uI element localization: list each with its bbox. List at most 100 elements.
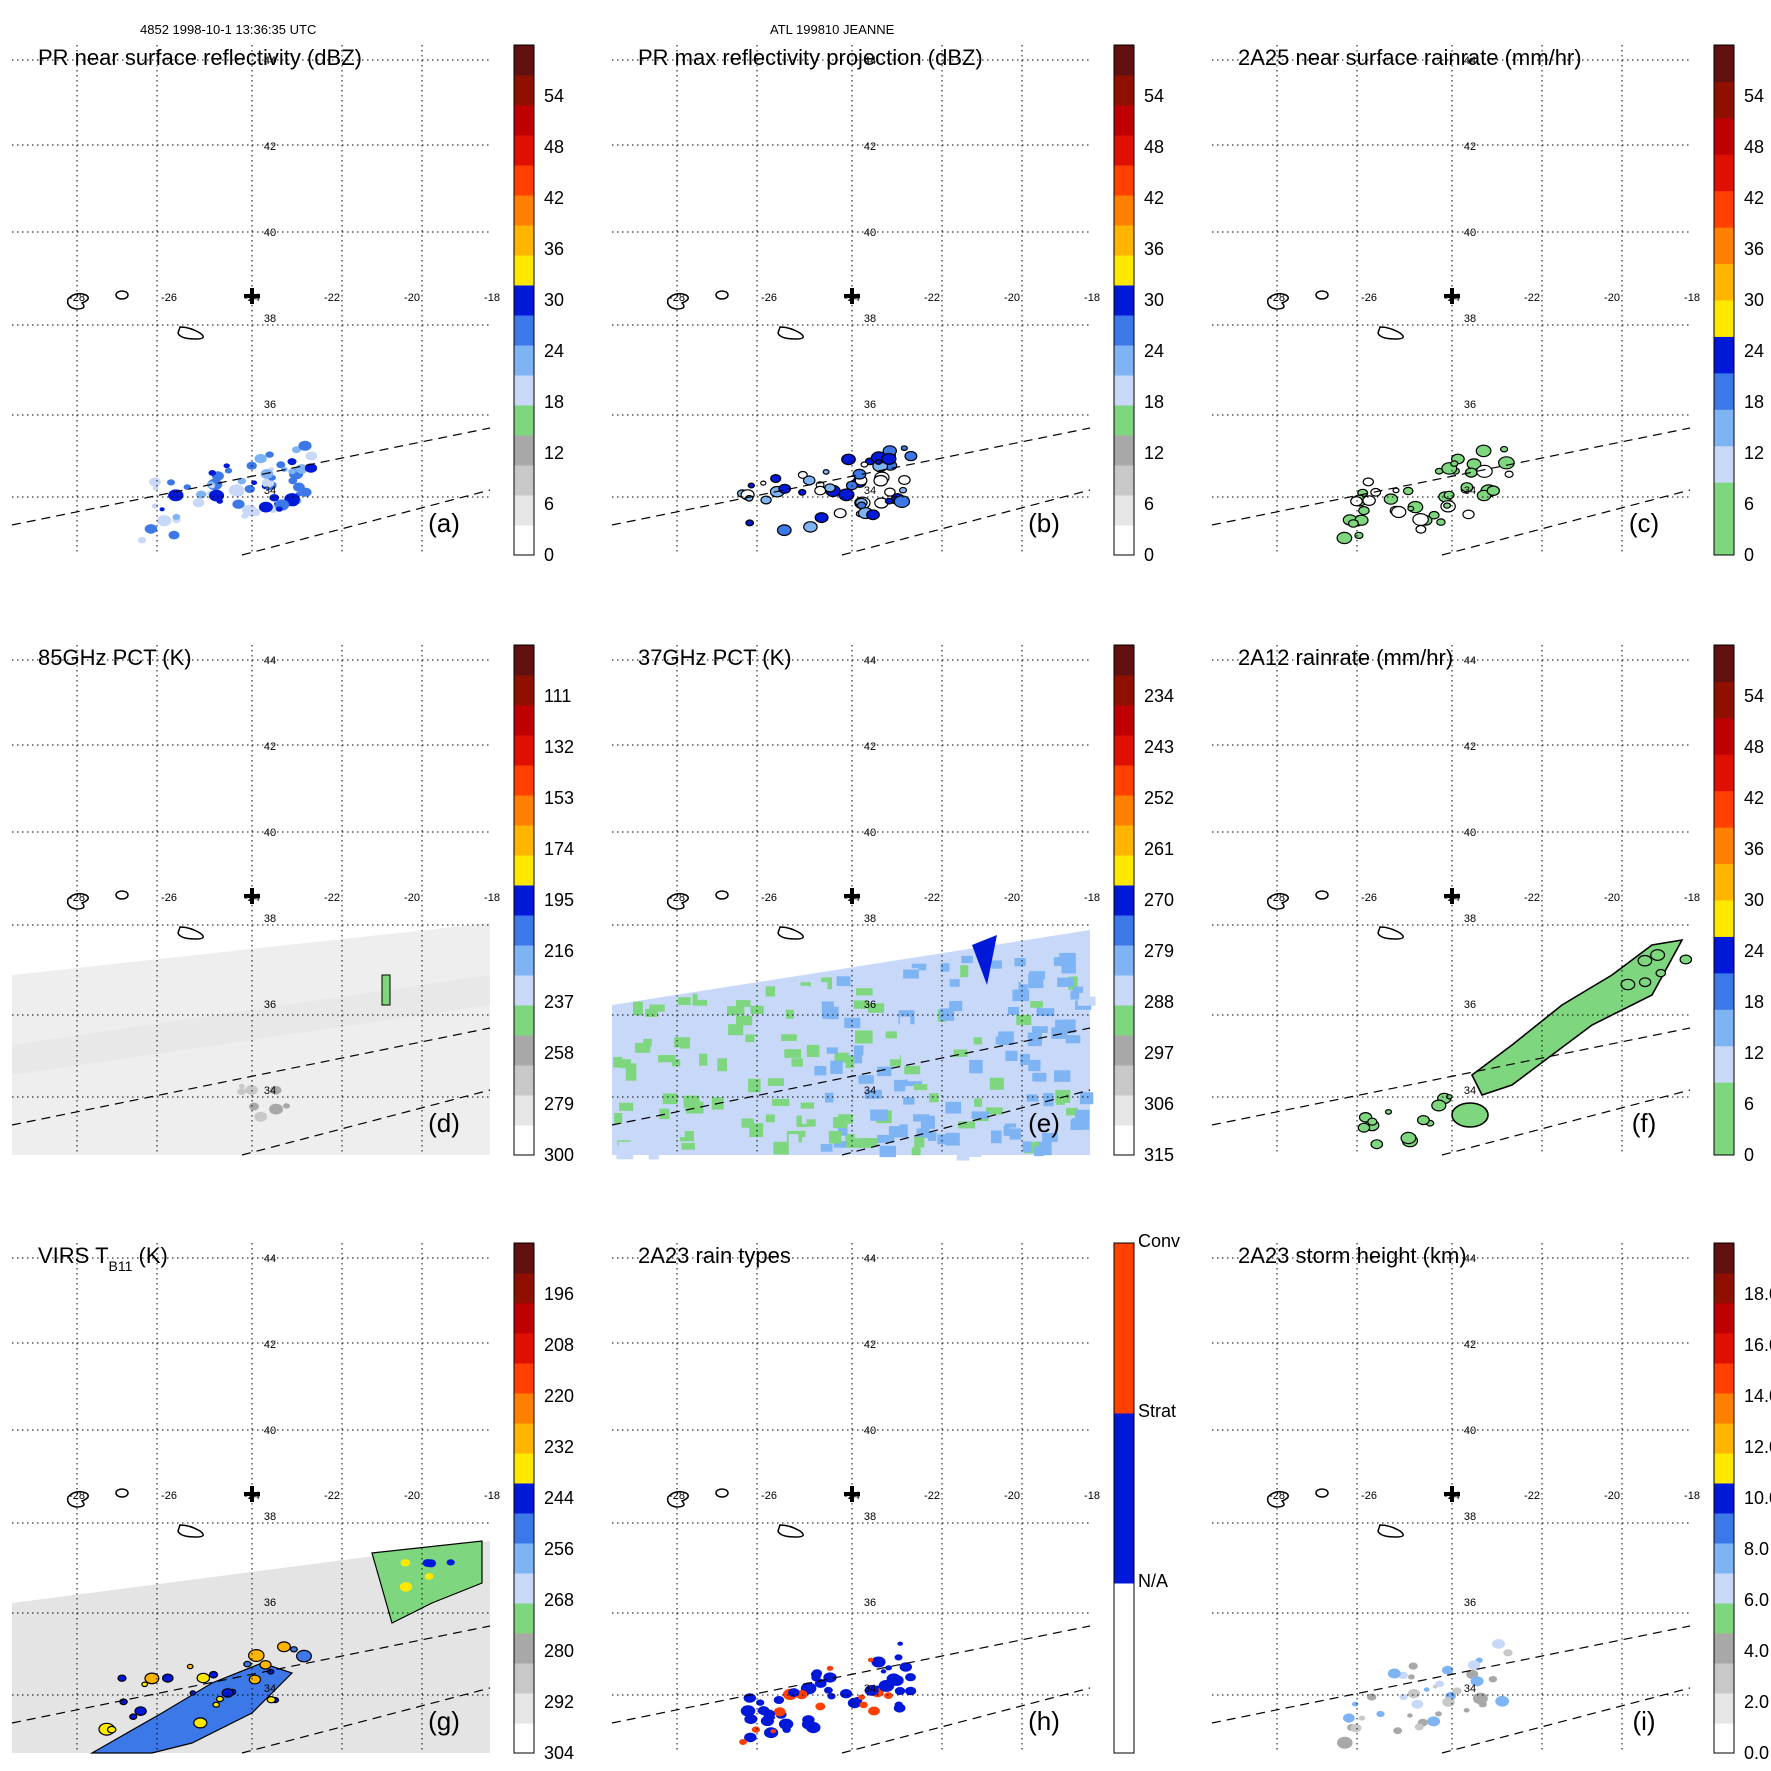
colorbar-segment	[514, 705, 534, 736]
rain-cell	[159, 507, 165, 512]
pixel-cell	[1040, 1120, 1056, 1133]
colorbar-segment	[1714, 518, 1734, 556]
pixel-cell	[724, 1141, 740, 1153]
pixel-cell	[949, 1001, 963, 1012]
rain-cell	[1436, 518, 1446, 526]
colorbar-tick-label: 0	[544, 545, 554, 565]
pixel-cell	[1023, 1113, 1033, 1121]
pixel-cell	[677, 997, 691, 1006]
colorbar-segment	[1714, 227, 1734, 265]
colorbar-segment	[1114, 885, 1134, 916]
island-outline	[177, 926, 204, 940]
rain-cell	[833, 508, 847, 519]
colorbar-segment	[514, 405, 534, 436]
pixel-cell	[1007, 1007, 1020, 1015]
colorbar-tick-label: 30	[1144, 290, 1164, 310]
rain-cell	[900, 445, 908, 452]
pixel-cell	[911, 1147, 921, 1156]
colorbar-tick-label: 256	[544, 1539, 574, 1559]
colorbar-segment	[1114, 45, 1134, 76]
colorbar-frame	[513, 1242, 535, 1754]
pixel-cell	[844, 1017, 861, 1029]
colorbar-segment	[514, 465, 534, 496]
pixel-cell	[643, 1038, 652, 1047]
colorbar-segment	[1114, 225, 1134, 256]
pixel-cell	[1016, 1015, 1032, 1026]
pixel-cell	[939, 1008, 955, 1021]
rain-cell	[866, 509, 880, 521]
pixel-cell	[969, 1059, 983, 1074]
colorbar-frame	[1113, 1242, 1135, 1754]
rain-cell	[778, 1718, 794, 1730]
rain-cell	[1352, 1701, 1359, 1707]
rain-cell	[1423, 1687, 1430, 1692]
pixel-cell	[907, 1073, 922, 1082]
colorbar-tick-label: 6.0	[1744, 1590, 1769, 1610]
island-outline	[115, 890, 129, 900]
pixel-cell	[720, 1048, 738, 1058]
colorbar-segment	[1714, 482, 1734, 520]
lat-tick-label: 42	[264, 1339, 276, 1351]
lat-tick-label: 44	[1464, 655, 1476, 667]
pixel-cell	[814, 1066, 827, 1076]
colorbar-segment	[1714, 81, 1734, 119]
rain-cell	[1435, 1711, 1442, 1717]
pixel-cell	[985, 1107, 1003, 1115]
island-outline	[777, 326, 804, 340]
swath-edge-line	[841, 489, 1091, 556]
pixel-cell	[848, 1055, 863, 1064]
rain-cell	[770, 1729, 776, 1734]
rain-cell	[168, 530, 180, 540]
colorbar-segment	[1114, 645, 1134, 676]
colorbar-tick-label: 300	[544, 1145, 574, 1165]
colorbar-tick-label: 18	[544, 392, 564, 412]
pixel-cell	[617, 1110, 628, 1123]
colorbar-segment	[1714, 1243, 1734, 1274]
lat-tick-label: 44	[1464, 1253, 1476, 1265]
colorbar: 0 6 12 18 24 30 36 42 48 54	[1713, 644, 1764, 1165]
rain-cell	[298, 440, 312, 451]
pixel-cell	[853, 1045, 864, 1056]
pixel-cell	[1026, 1094, 1039, 1102]
colorbar-tick-label: 6	[1744, 1094, 1754, 1114]
colorbar-frame	[1113, 644, 1135, 1156]
rain-cell	[1347, 519, 1359, 528]
panel-title: 2A23 storm height (km)	[1238, 1243, 1467, 1268]
colorbar-segment	[514, 1005, 534, 1036]
pixel-cell	[784, 1049, 802, 1058]
pixel-cell	[717, 1058, 728, 1072]
rain-cell	[822, 469, 830, 475]
storm-name-header: ATL 199810 JEANNE	[770, 22, 895, 37]
lat-tick-label: 34	[864, 1683, 876, 1695]
colorbar-tick-label: 208	[544, 1335, 574, 1355]
cold-cell	[972, 935, 997, 985]
rain-cell	[1442, 1697, 1455, 1707]
colorbar-segment	[514, 285, 534, 316]
rain-cell	[824, 483, 836, 493]
lat-tick-label: 44	[864, 1253, 876, 1265]
rain-cell	[1431, 1099, 1447, 1112]
pixel-cell	[1061, 965, 1076, 974]
lat-tick-label: 38	[1464, 913, 1476, 925]
colorbar-tick-label: 6	[544, 494, 554, 514]
colorbar: 0 6 12 18 24 30 36 42 48 54	[1713, 44, 1764, 565]
rain-cell	[745, 519, 755, 527]
colorbar-tick-label: 30	[1744, 290, 1764, 310]
pixel-cell	[845, 1056, 855, 1068]
island-outline	[1377, 926, 1404, 940]
colorbar-segment	[514, 945, 534, 976]
rain-cell	[144, 524, 158, 534]
rain-cell	[1475, 444, 1492, 458]
pixel-cell	[791, 985, 810, 995]
colorbar-tick-label: 252	[1144, 788, 1174, 808]
rain-cell	[764, 1727, 779, 1739]
pixel-cell	[836, 976, 851, 987]
colorbar-tick-label: 196	[544, 1284, 574, 1304]
island-outline	[177, 326, 204, 340]
colorbar-tick-label: 24	[1144, 341, 1164, 361]
rain-cell	[305, 451, 318, 461]
lat-tick-label: 40	[264, 827, 276, 839]
pixel-cell	[961, 955, 973, 964]
lat-tick-label: 40	[264, 1425, 276, 1437]
